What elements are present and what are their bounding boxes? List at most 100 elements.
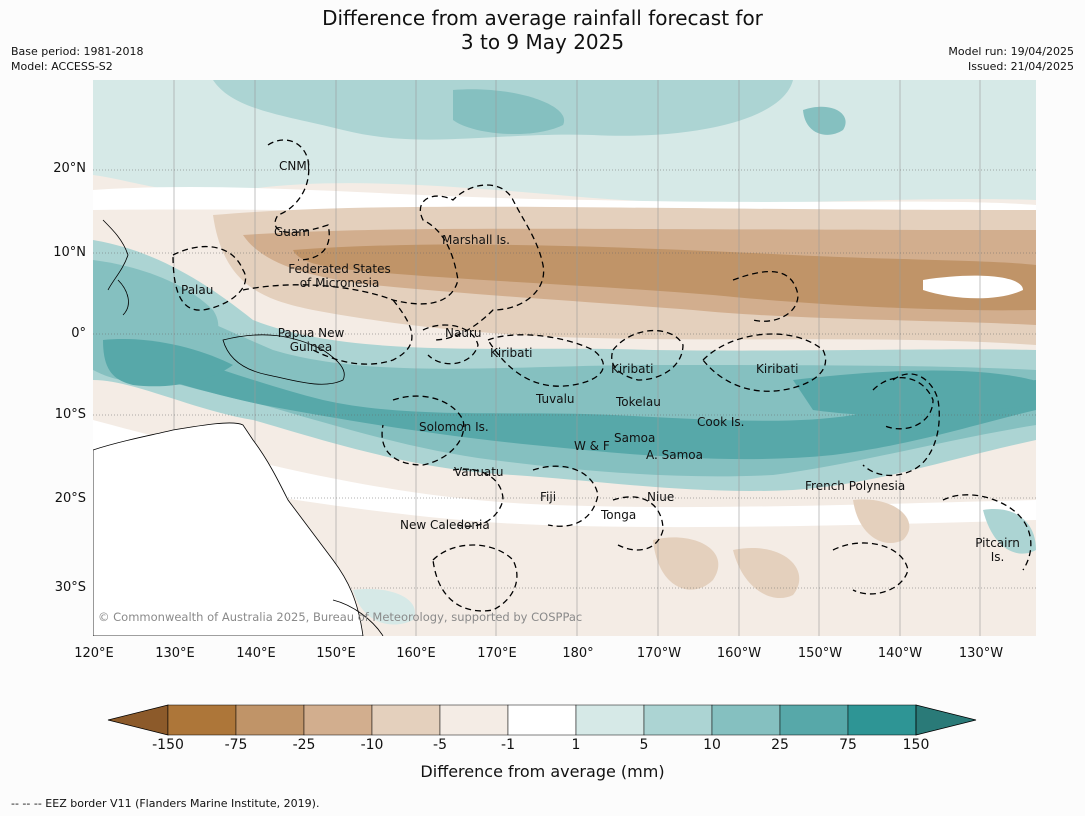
place-label-pitcairn-is: Pitcairn Is. [975, 536, 1020, 564]
lon-label-150e: 150°E [316, 646, 356, 661]
lon-label-130w: 130°W [958, 646, 1004, 661]
colorbar-bin-10 [779, 704, 849, 736]
lon-label-180: 180° [562, 646, 594, 661]
colorbar [107, 704, 977, 736]
lon-label-150w: 150°W [797, 646, 843, 661]
place-label-solomon-is: Solomon Is. [419, 420, 489, 434]
lon-label-160e: 160°E [396, 646, 436, 661]
lat-label-30s: 30°S [54, 580, 86, 595]
lon-label-170w: 170°W [636, 646, 682, 661]
place-label-vanuatu: Vanuatu [454, 465, 504, 479]
lat-label-10n: 10°N [53, 245, 86, 260]
colorbar-bin-5 [439, 704, 509, 736]
colorbar-tick-m25: -25 [292, 737, 316, 753]
colorbar-tick-m10: -10 [360, 737, 384, 753]
model-run: Model run: 19/04/2025 [948, 45, 1074, 58]
place-label-tonga: Tonga [601, 508, 637, 522]
wet-band-east-core [793, 370, 1033, 416]
eez-legend-footer: -- -- -- EEZ border V11 (Flanders Marine… [11, 797, 320, 810]
colorbar-tick-m150: -150 [152, 737, 184, 753]
colorbar-tick-150: 150 [902, 737, 930, 753]
lon-label-170e: 170°E [477, 646, 517, 661]
place-label-samoa: Samoa [614, 431, 656, 445]
place-label-palau: Palau [181, 283, 214, 297]
colorbar-bin-8 [643, 704, 713, 736]
colorbar-tick-10: 10 [703, 737, 721, 753]
base-period: Base period: 1981-2018 [11, 45, 144, 58]
lon-label-120e: 120°E [74, 646, 114, 661]
wet-band-core [103, 335, 1036, 460]
north-wet-inner [453, 89, 565, 135]
colorbar-bin-6 [507, 704, 577, 736]
colorbar-bin-11 [847, 704, 917, 736]
parallels [93, 169, 1036, 589]
lat-label-0: 0° [71, 326, 86, 341]
lon-label-160w: 160°W [716, 646, 762, 661]
map-title: Difference from average rainfall forecas… [0, 6, 1085, 54]
place-label-cnmi: CNMI [279, 159, 311, 173]
colorbar-tick-75: 75 [839, 737, 857, 753]
rainfall-anomaly-map [93, 80, 1036, 636]
place-label-kiribati-central: Kiribati [611, 362, 654, 376]
lon-label-140w: 140°W [877, 646, 923, 661]
eez-borders [172, 139, 1032, 612]
lat-label-20s: 20°S [54, 491, 86, 506]
lon-label-130e: 130°E [155, 646, 195, 661]
place-label-tuvalu: Tuvalu [536, 392, 575, 406]
colorbar-tick-m5: -5 [433, 737, 447, 753]
place-label-kiribati-east: Kiribati [756, 362, 799, 376]
colorbar-tick-m75: -75 [224, 737, 248, 753]
colorbar-tick-1: 1 [571, 737, 581, 753]
colorbar-bin-2 [235, 704, 305, 736]
lat-label-10s: 10°S [54, 407, 86, 422]
philippines-coastline [102, 219, 129, 316]
australia-coastline [93, 422, 364, 636]
colorbar-tick-25: 25 [771, 737, 789, 753]
map-canvas [93, 80, 1036, 636]
south-dry-3 [853, 499, 910, 544]
place-label-new-caledonia: New Caledonia [400, 518, 490, 532]
white-band-south [93, 420, 1036, 528]
place-label-fiji: Fiji [540, 490, 557, 504]
colorbar-bin-3 [303, 704, 373, 736]
dry-band-east [923, 275, 1023, 299]
issued-date: Issued: 21/04/2025 [967, 60, 1074, 73]
colorbar-bin-9 [711, 704, 781, 736]
colorbar-label: Difference from average (mm) [420, 762, 665, 781]
colorbar-bin-7 [575, 704, 645, 736]
model-name: Model: ACCESS-S2 [11, 60, 113, 73]
title-line-2: 3 to 9 May 2025 [460, 30, 625, 54]
place-label-fsm: Federated States of Micronesia [288, 262, 391, 290]
place-label-cook-is: Cook Is. [697, 415, 745, 429]
place-label-french-polynesia: French Polynesia [805, 479, 906, 493]
colorbar-bin-1 [167, 704, 237, 736]
colorbar-bin-4 [371, 704, 441, 736]
place-label-marshall-is: Marshall Is. [442, 233, 510, 247]
colorbar-extend-low [107, 704, 169, 736]
place-label-png: Papua New Guinea [277, 326, 345, 354]
south-dry-2 [733, 548, 800, 598]
lon-label-140e: 140°E [236, 646, 276, 661]
place-label-nauru: Nauru [445, 326, 482, 340]
colorbar-tick-5: 5 [639, 737, 649, 753]
west-wet-core [103, 339, 233, 387]
copyright-notice: © Commonwealth of Australia 2025, Bureau… [98, 610, 583, 624]
place-label-niue: Niue [647, 490, 675, 504]
place-label-guam: Guam [274, 225, 310, 239]
place-label-kiribati-west: Kiribati [490, 346, 533, 360]
south-dry-1 [653, 537, 719, 590]
south-wet-west [353, 589, 415, 625]
colorbar-tick-m1: -1 [501, 737, 515, 753]
colorbar-extend-high [915, 704, 977, 736]
new-zealand-coastline [332, 599, 384, 636]
new-guinea-coastline [222, 334, 345, 385]
north-wet-spot [803, 106, 846, 135]
south-wet-east [983, 509, 1036, 554]
place-label-american-samoa: A. Samoa [646, 448, 703, 462]
dry-band-core [293, 244, 1036, 311]
lat-label-20n: 20°N [53, 161, 86, 176]
place-label-tokelau: Tokelau [616, 395, 661, 409]
meta-left: Base period: 1981-2018 Model: ACCESS-S2 [11, 44, 143, 74]
place-label-wallis-futuna: W & F [574, 439, 610, 453]
meta-right: Model run: 19/04/2025 Issued: 21/04/2025 [948, 44, 1074, 74]
